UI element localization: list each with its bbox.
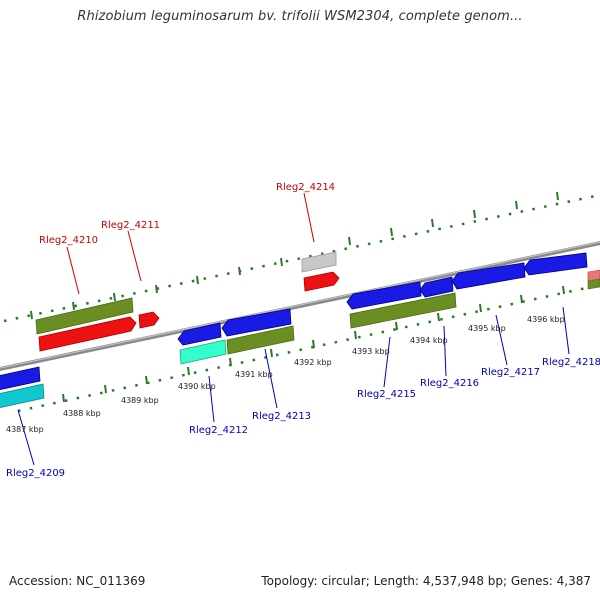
gene-feature-rleg2-4210-olive[interactable] <box>35 297 134 335</box>
scale-label: 4388 kbp <box>63 409 101 418</box>
gene-label-rleg2-4218[interactable]: Rleg2_4218 <box>542 357 600 368</box>
gene-label-rleg2-4216[interactable]: Rleg2_4216 <box>420 378 479 389</box>
scale-labels: 4387 kbp 4388 kbp 4389 kbp 4390 kbp 4391… <box>6 315 565 434</box>
gene-label-rleg2-4211[interactable]: Rleg2_4211 <box>101 220 160 231</box>
scale-label: 4393 kbp <box>352 347 390 356</box>
scale-label: 4396 kbp <box>527 315 565 324</box>
gene-label-rleg2-4212[interactable]: Rleg2_4212 <box>189 425 248 436</box>
gene-label-rleg2-4209[interactable]: Rleg2_4209 <box>6 468 65 479</box>
scale-label: 4391 kbp <box>235 370 273 379</box>
gene-feature-rleg2-4209[interactable] <box>0 383 45 408</box>
gene-feature-rleg2-4212-blue[interactable] <box>177 322 222 346</box>
scale-label: 4390 kbp <box>178 382 216 391</box>
gene-feature-rleg2-4209-blue[interactable] <box>0 366 41 390</box>
gene-feature-rleg2-4217[interactable] <box>451 262 526 290</box>
gene-feature-edge-olive[interactable] <box>587 278 600 290</box>
scale-label: 4389 kbp <box>121 396 159 405</box>
gene-feature-rleg2-4214-gray[interactable] <box>301 251 337 273</box>
gene-label-rleg2-4215[interactable]: Rleg2_4215 <box>357 389 416 400</box>
genome-summary-label: Topology: circular; Length: 4,537,948 bp… <box>261 574 591 588</box>
gene-label-rleg2-4213[interactable]: Rleg2_4213 <box>252 411 311 422</box>
gene-label-rleg2-4214[interactable]: Rleg2_4214 <box>276 182 335 193</box>
gene-label-rleg2-4210[interactable]: Rleg2_4210 <box>39 235 98 246</box>
reverse-features <box>0 252 600 408</box>
genome-title: Rhizobium leguminosarum bv. trifolii WSM… <box>77 9 523 24</box>
scale-label: 4387 kbp <box>6 425 44 434</box>
accession-label: Accession: NC_011369 <box>9 574 146 588</box>
gene-feature-rleg2-4212[interactable] <box>179 339 227 365</box>
gene-feature-rleg2-4214[interactable] <box>303 271 340 292</box>
gene-feature-edge-pink[interactable] <box>587 269 600 282</box>
lower-major-ticks <box>62 285 565 403</box>
gene-feature-rleg2-4218[interactable] <box>523 252 588 276</box>
upper-dotted-track <box>3 193 600 323</box>
forward-gene-labels: Rleg2_4210 Rleg2_4211 Rleg2_4214 <box>39 182 335 246</box>
reverse-gene-labels: Rleg2_4209 Rleg2_4212 Rleg2_4213 Rleg2_4… <box>6 357 600 479</box>
reverse-connectors <box>17 306 570 466</box>
scale-label: 4395 kbp <box>468 324 506 333</box>
genome-backbone-highlight <box>0 241 600 369</box>
upper-major-ticks <box>30 191 559 320</box>
gene-label-rleg2-4217[interactable]: Rleg2_4217 <box>481 367 540 378</box>
gene-feature-rleg2-4216[interactable] <box>419 276 454 298</box>
scale-label: 4392 kbp <box>294 358 332 367</box>
gene-feature-rleg2-4210[interactable] <box>38 316 137 352</box>
scale-label: 4394 kbp <box>410 336 448 345</box>
genome-backbone <box>0 241 600 371</box>
gene-feature-rleg2-4213-blue[interactable] <box>221 308 292 337</box>
gene-feature-rleg2-4215[interactable] <box>349 292 457 329</box>
forward-features <box>35 251 340 352</box>
forward-connectors <box>66 192 315 295</box>
gene-feature-rleg2-4211[interactable] <box>138 311 160 329</box>
gene-feature-rleg2-4213[interactable] <box>226 325 295 355</box>
